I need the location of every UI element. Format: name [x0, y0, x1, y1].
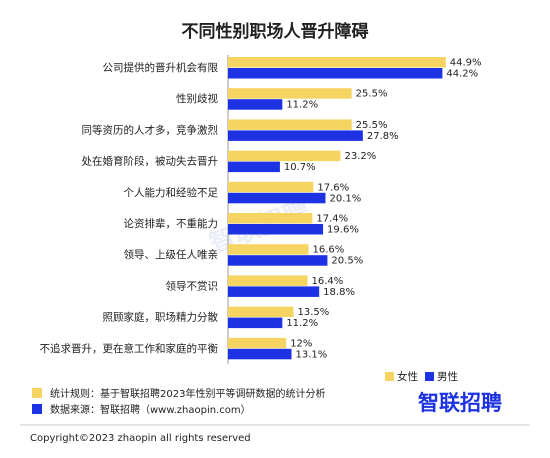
category-label: 公司提供的晋升机会有限 — [103, 61, 219, 74]
category-label: 领导、上级任人唯亲 — [124, 248, 219, 261]
bar — [228, 181, 314, 193]
note: 统计规则：基于智联招聘2023年性别平等调研数据的统计分析 — [50, 387, 325, 400]
value-label: 11.2% — [286, 100, 318, 111]
category-label: 照顾家庭，职场精力分散 — [103, 311, 219, 324]
value-label: 25.5% — [356, 120, 388, 131]
bar — [228, 337, 287, 349]
bar — [228, 150, 341, 162]
bar — [228, 213, 313, 224]
value-label: 25.5% — [356, 89, 388, 100]
category-label: 不追求晋升，更在意工作和家庭的平衡 — [40, 342, 219, 355]
value-label: 11.2% — [286, 318, 318, 329]
value-label: 12% — [290, 338, 312, 349]
bar — [228, 57, 446, 68]
category-label: 论资排辈，不重能力 — [124, 217, 219, 230]
value-label: 17.4% — [316, 214, 348, 225]
category-label: 领导不赏识 — [166, 279, 219, 292]
value-label: 16.4% — [312, 276, 344, 287]
legend-label: 女性 — [397, 370, 418, 383]
value-label: 20.5% — [331, 256, 363, 267]
value-label: 44.9% — [450, 58, 482, 69]
value-label: 16.6% — [313, 245, 345, 256]
copyright: Copyright©2023 zhaopin all rights reserv… — [30, 433, 251, 444]
bar — [228, 317, 283, 329]
bar — [228, 88, 352, 99]
value-label: 20.1% — [329, 193, 361, 204]
category-label: 个人能力和经验不足 — [124, 186, 219, 199]
bar — [228, 275, 308, 286]
bar — [228, 68, 443, 79]
legend-swatch — [385, 372, 394, 381]
legend-label: 男性 — [437, 370, 458, 383]
bar — [228, 244, 309, 255]
bar — [228, 224, 324, 235]
chart-title: 不同性别职场人晋升障碍 — [182, 21, 369, 42]
value-label: 18.8% — [323, 287, 355, 298]
category-label: 同等资历的人才多，竞争激烈 — [82, 123, 219, 136]
note-marker — [32, 404, 42, 414]
bar — [228, 306, 294, 318]
value-label: 13.1% — [296, 349, 328, 360]
note: 数据来源：智联招聘（www.zhaopin.com） — [50, 403, 251, 416]
note-marker — [32, 388, 42, 398]
value-label: 27.8% — [367, 131, 399, 142]
bar — [228, 161, 280, 173]
logo: 智联招聘 — [418, 391, 502, 415]
value-label: 10.7% — [284, 162, 316, 173]
legend-swatch — [425, 372, 434, 381]
bar — [228, 348, 292, 360]
bar — [228, 99, 283, 110]
value-label: 23.2% — [345, 151, 377, 162]
bar — [228, 119, 352, 130]
value-label: 19.6% — [327, 225, 359, 236]
bar — [228, 192, 326, 204]
bar — [228, 130, 363, 141]
category-label: 性别歧视 — [176, 92, 218, 105]
bar — [228, 286, 320, 297]
value-label: 13.5% — [297, 307, 329, 318]
value-label: 44.2% — [446, 69, 478, 80]
category-label: 处在婚育阶段，被动失去晋升 — [82, 155, 219, 168]
bar — [228, 255, 328, 266]
value-label: 17.6% — [317, 182, 349, 193]
